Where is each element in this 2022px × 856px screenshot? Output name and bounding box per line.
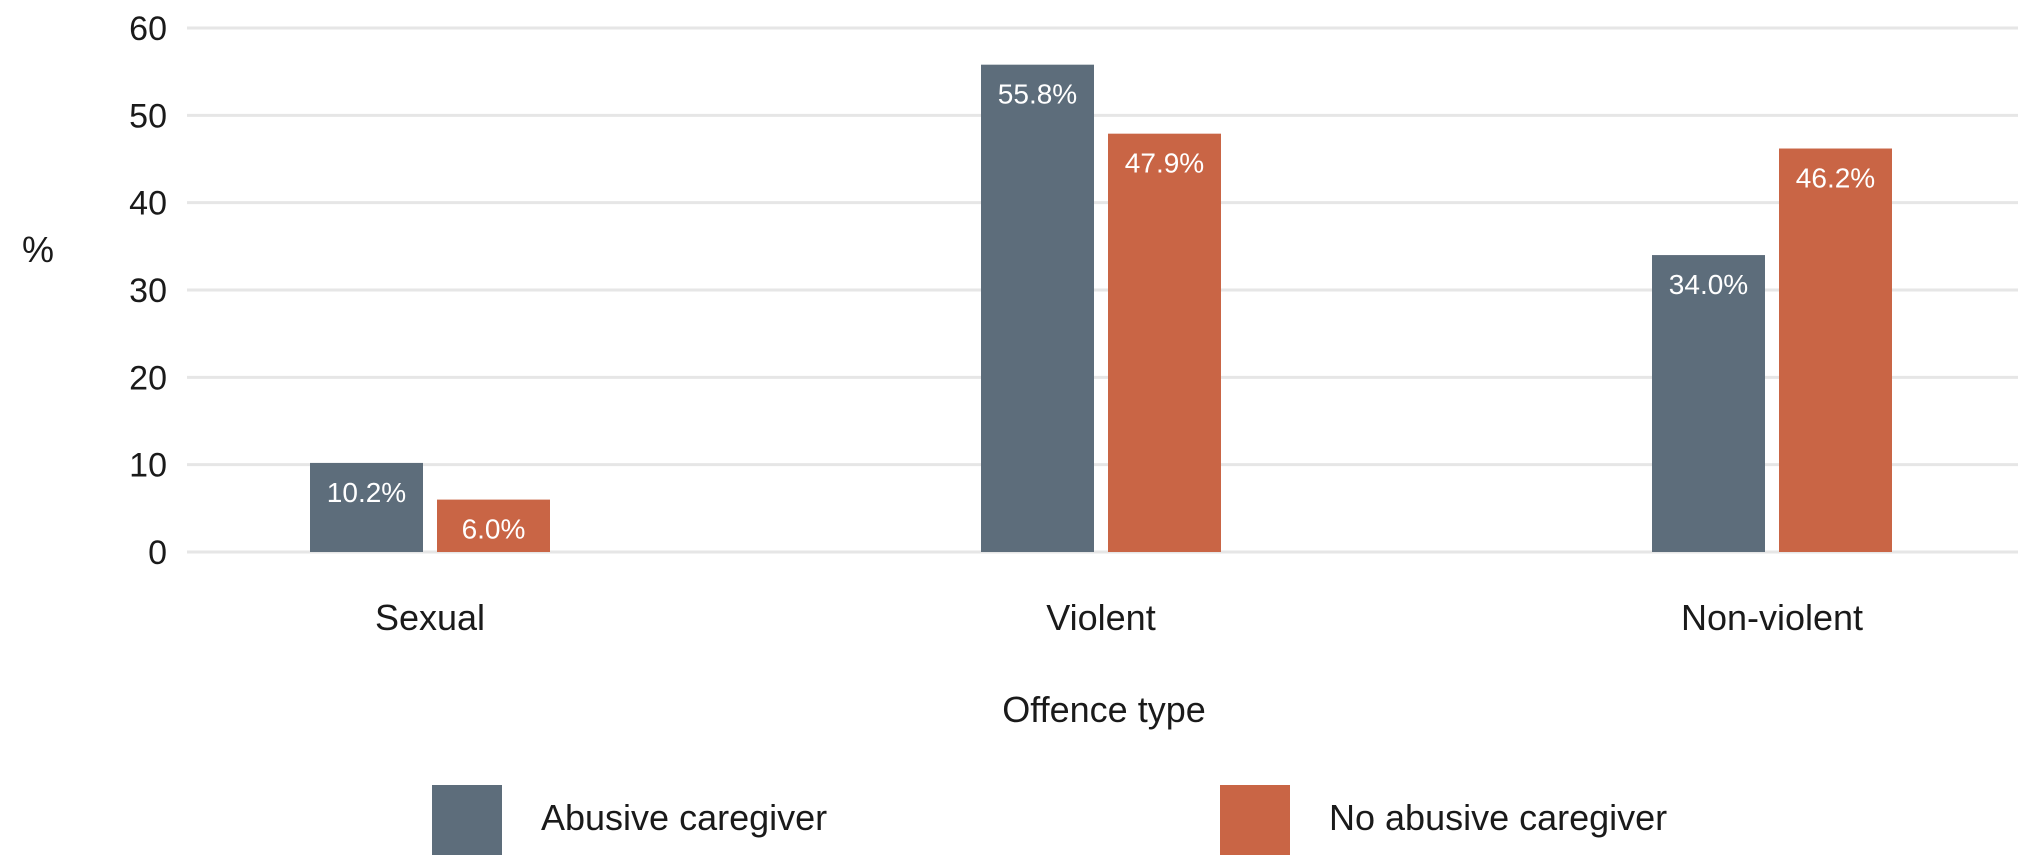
y-tick-label: 10 xyxy=(129,447,167,485)
bar xyxy=(1779,148,1892,552)
y-tick-label: 20 xyxy=(129,359,167,397)
x-category-label: Violent xyxy=(1046,597,1155,638)
bar-data-label: 47.9% xyxy=(1125,148,1204,179)
y-tick-label: 30 xyxy=(129,272,167,310)
category-labels: Sexual Violent Non-violent xyxy=(375,597,1863,638)
bar xyxy=(310,462,423,552)
y-axis-title: % xyxy=(22,229,54,270)
bar xyxy=(981,64,1094,553)
legend-swatch xyxy=(432,785,502,855)
bar xyxy=(1108,133,1221,552)
bar-data-label: 34.0% xyxy=(1669,269,1748,300)
x-category-label: Sexual xyxy=(375,597,485,638)
y-tick-label: 50 xyxy=(129,97,167,135)
bar-data-label: 10.2% xyxy=(327,477,406,508)
y-axis-ticks: 0 10 20 30 40 50 60 xyxy=(129,10,167,572)
bar-data-label: 55.8% xyxy=(998,79,1077,110)
bar xyxy=(437,499,550,552)
bar-data-label: 6.0% xyxy=(462,514,526,545)
x-axis-title: Offence type xyxy=(1002,689,1205,730)
gridlines xyxy=(187,26,2018,554)
bars: 10.2% 6.0% 55.8% 47.9% 34.0% 46.2% xyxy=(310,64,1892,553)
legend-label: Abusive caregiver xyxy=(541,797,827,838)
y-tick-label: 60 xyxy=(129,10,167,48)
y-tick-label: 0 xyxy=(148,534,167,572)
legend-swatch xyxy=(1220,785,1290,855)
legend: Abusive caregiver No abusive caregiver xyxy=(432,785,1667,855)
y-tick-label: 40 xyxy=(129,185,167,223)
bar-data-label: 46.2% xyxy=(1796,163,1875,194)
x-category-label: Non-violent xyxy=(1681,597,1863,638)
bar xyxy=(1652,255,1765,553)
legend-label: No abusive caregiver xyxy=(1329,797,1667,838)
